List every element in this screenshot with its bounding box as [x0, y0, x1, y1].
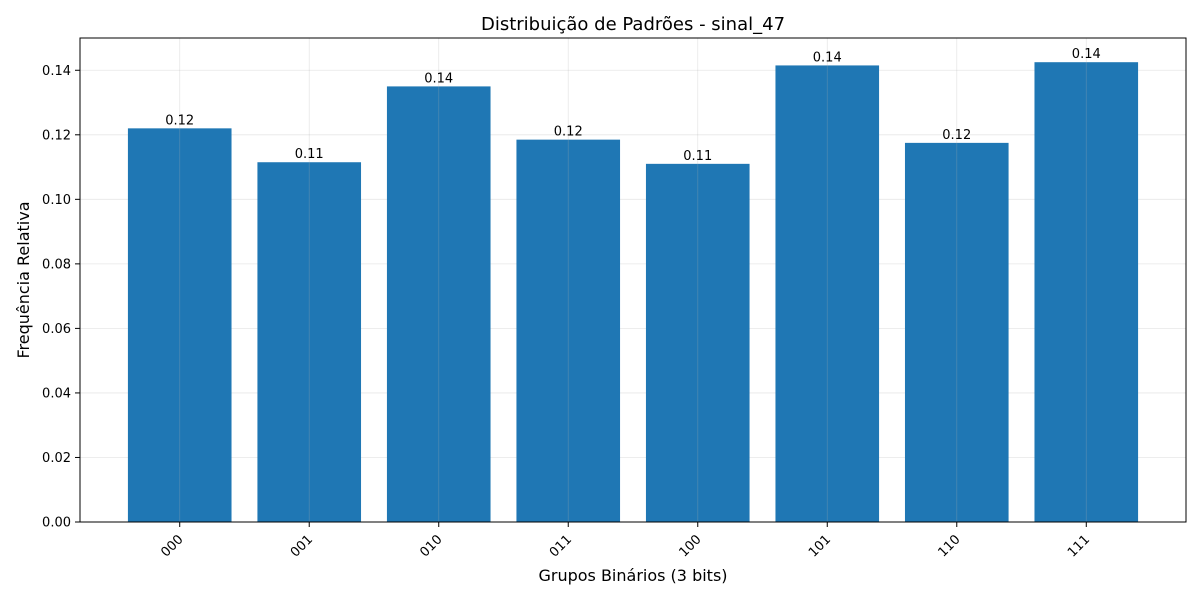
y-tick-label: 0.08 — [42, 257, 71, 272]
data-labels: 0.12 0.11 0.14 0.12 0.11 0.14 0.12 0.14 — [165, 47, 1101, 164]
x-tick-label-100: 100 — [676, 532, 704, 560]
y-tick-label: 0.04 — [42, 386, 71, 401]
x-axis-label: Grupos Binários (3 bits) — [538, 566, 727, 585]
data-label-100: 0.11 — [683, 149, 712, 164]
bar-011 — [516, 139, 621, 522]
data-label-011: 0.12 — [554, 125, 583, 140]
x-tick-label-010: 010 — [417, 532, 445, 560]
bar-110 — [904, 142, 1009, 522]
data-label-010: 0.14 — [424, 71, 453, 86]
bar-001 — [257, 162, 362, 522]
x-tick-label-101: 101 — [806, 532, 834, 560]
x-tick-label-110: 110 — [935, 532, 963, 560]
x-tick-label-000: 000 — [158, 532, 186, 560]
bar-000 — [127, 128, 232, 522]
bars — [127, 62, 1139, 523]
data-label-101: 0.14 — [813, 50, 842, 65]
bar-101 — [775, 65, 880, 522]
bar-010 — [386, 86, 491, 523]
vertical-grid — [179, 38, 1087, 522]
y-tick-label: 0.06 — [42, 322, 71, 337]
bar-111 — [1034, 62, 1139, 522]
data-label-001: 0.11 — [295, 147, 324, 162]
x-axis-ticks: 000 001 010 011 100 101 110 111 — [158, 522, 1093, 560]
x-tick-label-111: 111 — [1065, 532, 1093, 560]
data-label-000: 0.12 — [165, 113, 194, 128]
y-tick-label: 0.14 — [42, 64, 71, 79]
bar-100 — [645, 163, 750, 522]
chart-title: Distribuição de Padrões - sinal_47 — [481, 14, 785, 35]
data-label-111: 0.14 — [1072, 47, 1101, 62]
y-tick-label: 0.10 — [42, 193, 71, 208]
y-axis-ticks: 0.00 0.02 0.04 0.06 0.08 0.10 0.12 0.14 — [42, 64, 80, 531]
x-tick-label-001: 001 — [288, 532, 316, 560]
y-axis-label: Frequência Relativa — [14, 201, 33, 358]
x-tick-label-011: 011 — [547, 532, 575, 560]
y-tick-label: 0.00 — [42, 516, 71, 531]
grid — [80, 69, 1186, 523]
plot-frame — [79, 37, 1187, 523]
data-label-110: 0.12 — [942, 128, 971, 143]
y-tick-label: 0.12 — [42, 128, 71, 143]
y-tick-label: 0.02 — [42, 451, 71, 466]
